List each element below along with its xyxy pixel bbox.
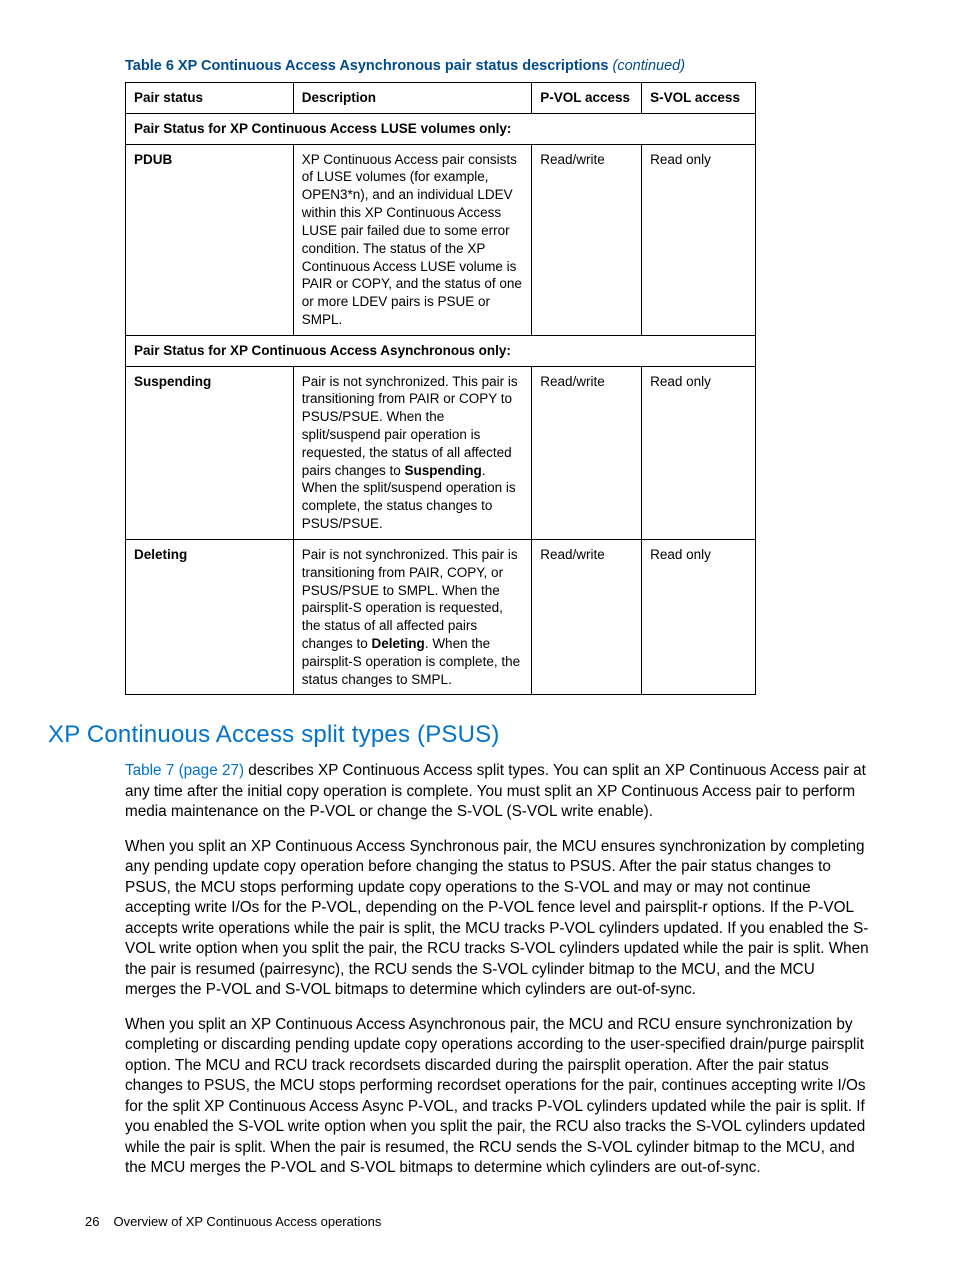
cell-desc-suspending: Pair is not synchronized. This pair is t… — [293, 366, 532, 539]
cell-pvol-deleting: Read/write — [532, 539, 642, 695]
section-row-async: Pair Status for XP Continuous Access Asy… — [126, 335, 756, 366]
section-heading-split-types: XP Continuous Access split types (PSUS) — [48, 721, 869, 749]
section-row-luse: Pair Status for XP Continuous Access LUS… — [126, 113, 756, 144]
desc-bold: Deleting — [372, 636, 425, 651]
page-number: 26 — [85, 1214, 99, 1229]
footer-title: Overview of XP Continuous Access operati… — [113, 1214, 381, 1229]
header-svol-access: S-VOL access — [642, 83, 756, 114]
page-footer: 26 Overview of XP Continuous Access opera… — [85, 1214, 381, 1229]
caption-text: Table 6 XP Continuous Access Asynchronou… — [125, 58, 612, 74]
section-label-luse: Pair Status for XP Continuous Access LUS… — [126, 113, 756, 144]
cell-svol-pdub: Read only — [642, 144, 756, 335]
table-row: Suspending Pair is not synchronized. Thi… — [126, 366, 756, 539]
table-row: Deleting Pair is not synchronized. This … — [126, 539, 756, 695]
pair-status-table: Pair status Description P-VOL access S-V… — [125, 82, 756, 695]
header-pair-status: Pair status — [126, 83, 294, 114]
cell-status-deleting: Deleting — [126, 539, 294, 695]
table-header-row: Pair status Description P-VOL access S-V… — [126, 83, 756, 114]
desc-bold: Suspending — [405, 463, 482, 478]
section-label-async: Pair Status for XP Continuous Access Asy… — [126, 335, 756, 366]
table-caption: Table 6 XP Continuous Access Asynchronou… — [125, 58, 869, 74]
cell-desc-deleting: Pair is not synchronized. This pair is t… — [293, 539, 532, 695]
cell-svol-deleting: Read only — [642, 539, 756, 695]
cross-reference-link[interactable]: Table 7 (page 27) — [125, 762, 244, 779]
header-description: Description — [293, 83, 532, 114]
header-pvol-access: P-VOL access — [532, 83, 642, 114]
cell-svol-suspending: Read only — [642, 366, 756, 539]
table-row: PDUB XP Continuous Access pair consists … — [126, 144, 756, 335]
body-paragraph-1: Table 7 (page 27) describes XP Continuou… — [125, 761, 869, 822]
cell-desc-pdub: XP Continuous Access pair consists of LU… — [293, 144, 532, 335]
cell-status-suspending: Suspending — [126, 366, 294, 539]
cell-status-pdub: PDUB — [126, 144, 294, 335]
cell-pvol-suspending: Read/write — [532, 366, 642, 539]
body-paragraph-2: When you split an XP Continuous Access S… — [125, 837, 869, 1001]
cell-pvol-pdub: Read/write — [532, 144, 642, 335]
caption-continued: (continued) — [612, 58, 685, 74]
body-paragraph-3: When you split an XP Continuous Access A… — [125, 1015, 869, 1179]
